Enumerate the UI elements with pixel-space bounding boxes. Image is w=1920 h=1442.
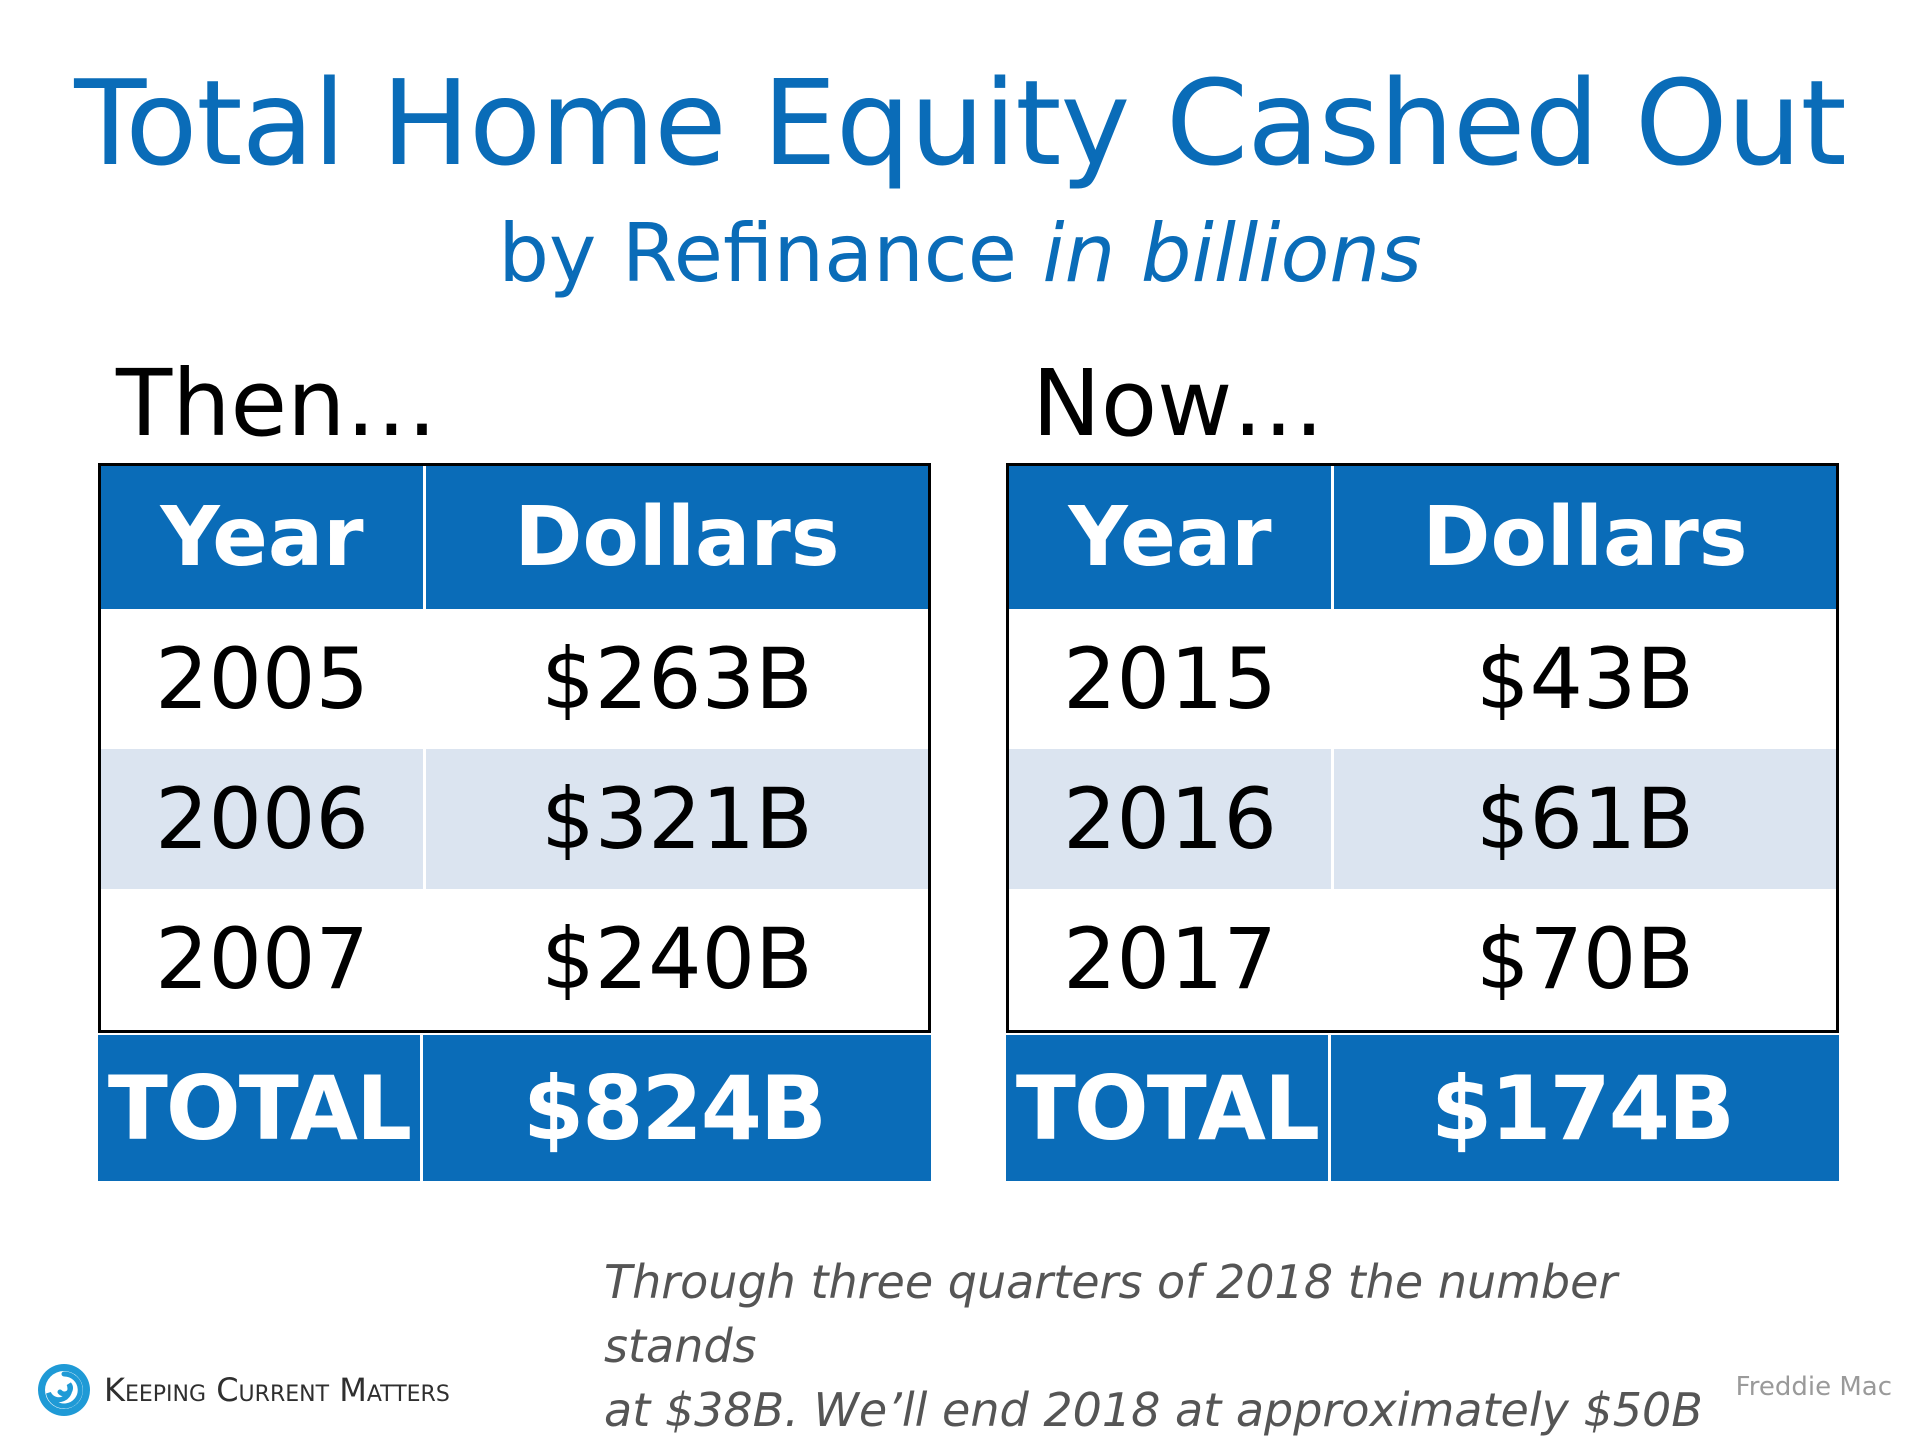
then-total-row: TOTAL $824B <box>98 1035 931 1181</box>
table-row: 2015 $43B <box>1009 609 1836 749</box>
now-row-dollars: $61B <box>1331 749 1836 889</box>
then-total-label: TOTAL <box>107 1056 412 1160</box>
then-row-dollars: $263B <box>423 609 928 749</box>
now-row-year: 2015 <box>1063 630 1277 728</box>
now-total-row: TOTAL $174B <box>1006 1035 1839 1181</box>
subtitle-italic: in billions <box>1042 207 1422 300</box>
then-row-dollars: $240B <box>423 889 928 1029</box>
footnote-line-1: Through three quarters of 2018 the numbe… <box>604 1255 1618 1373</box>
then-row-dollars: $321B <box>423 749 928 889</box>
now-table-header: Year Dollars <box>1009 466 1836 609</box>
footnote: Through three quarters of 2018 the numbe… <box>604 1250 1754 1442</box>
table-row: 2006 $321B <box>101 749 928 889</box>
now-table: Year Dollars 2015 $43B 2016 $61B 2017 $7… <box>1006 463 1839 1181</box>
kcm-logo: Keeping Current Matters <box>36 1362 450 1418</box>
now-total-value: $174B <box>1328 1035 1833 1181</box>
then-table-frame: Year Dollars 2005 $263B 2006 $321B 2007 … <box>98 463 931 1033</box>
then-table: Year Dollars 2005 $263B 2006 $321B 2007 … <box>98 463 931 1181</box>
then-header-dollars: Dollars <box>423 466 928 609</box>
now-header-year: Year <box>1068 490 1272 585</box>
page-title: Total Home Equity Cashed Out <box>74 54 1847 192</box>
now-row-year: 2017 <box>1063 910 1277 1008</box>
now-row-dollars: $70B <box>1331 889 1836 1029</box>
now-header-dollars: Dollars <box>1331 466 1836 609</box>
now-row-year: 2016 <box>1063 770 1277 868</box>
table-row: 2016 $61B <box>1009 749 1836 889</box>
then-row-year: 2007 <box>155 910 369 1008</box>
now-table-frame: Year Dollars 2015 $43B 2016 $61B 2017 $7… <box>1006 463 1839 1033</box>
table-row: 2007 $240B <box>101 889 928 1029</box>
table-row: 2005 $263B <box>101 609 928 749</box>
swirl-logo-icon <box>38 1364 90 1416</box>
then-row-year: 2006 <box>155 770 369 868</box>
now-row-dollars: $43B <box>1331 609 1836 749</box>
then-header-year: Year <box>160 490 364 585</box>
subtitle-main: by Refinance <box>498 207 1043 300</box>
logo-text: Keeping Current Matters <box>104 1371 450 1409</box>
page-subtitle: by Refinance in billions <box>0 206 1920 302</box>
table-row: 2017 $70B <box>1009 889 1836 1029</box>
now-total-label: TOTAL <box>1015 1056 1320 1160</box>
footnote-line-2: at $38B. We’ll end 2018 at approximately… <box>604 1383 1703 1437</box>
then-row-year: 2005 <box>155 630 369 728</box>
source-credit: Freddie Mac <box>1735 1372 1892 1402</box>
then-total-value: $824B <box>420 1035 925 1181</box>
then-label: Then… <box>116 350 438 457</box>
then-table-header: Year Dollars <box>101 466 928 609</box>
now-label: Now… <box>1032 350 1325 457</box>
